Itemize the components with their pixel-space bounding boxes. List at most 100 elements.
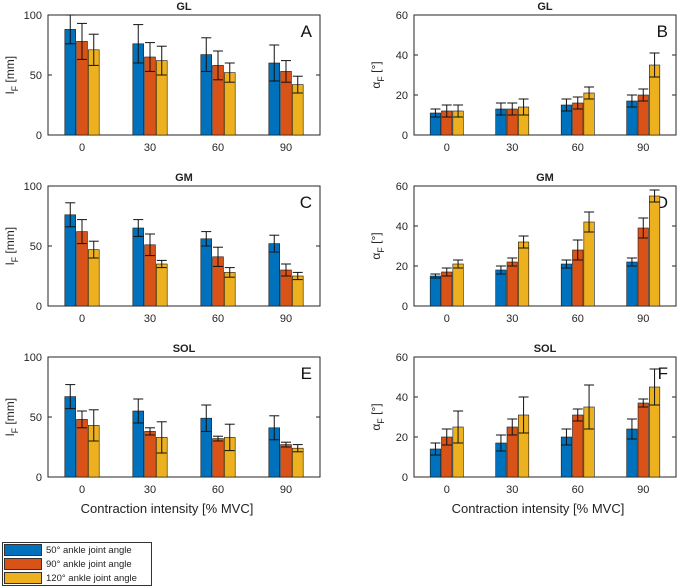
x-tick-label: 60 (572, 313, 584, 325)
chart-panel-e: 0 50 100 lF [mm] SOL E 0 30 60 90 (3, 343, 321, 496)
chart-title: GM (536, 172, 554, 184)
legend-item-120: 120° ankle joint angle (3, 571, 151, 585)
y-axis-label: αF [°] (369, 232, 386, 259)
y-tick-label: 40 (396, 221, 408, 233)
x-tick-label: 30 (506, 142, 518, 154)
y-tick-label: 20 (396, 90, 408, 102)
x-tick-label: 60 (572, 484, 584, 496)
legend-swatch-120 (4, 572, 42, 584)
panel-letter: E (301, 364, 312, 383)
y-tick-label: 100 (24, 352, 42, 364)
x-tick-label: 60 (212, 313, 224, 325)
x-tick-label: 30 (144, 313, 156, 325)
bar-120-0 (452, 263, 464, 307)
axes-box (413, 14, 677, 136)
chart-title: SOL (173, 343, 196, 355)
x-tick-label: 30 (144, 484, 156, 496)
x-tick-label: 30 (506, 313, 518, 325)
bar-50-60 (560, 263, 572, 307)
chart-title: SOL (534, 343, 557, 355)
chart-title: GM (175, 172, 193, 184)
bar-50-0 (429, 275, 441, 307)
legend-item-50: 50° ankle joint angle (3, 543, 151, 557)
y-tick-label: 50 (30, 70, 42, 82)
bar-50-30 (132, 227, 144, 307)
y-tick-label: 50 (30, 241, 42, 253)
bar-90-90 (637, 402, 649, 478)
x-tick-label: 90 (637, 313, 649, 325)
legend-item-90: 90° ankle joint angle (3, 557, 151, 571)
bar-90-90 (280, 444, 292, 478)
legend-label-50: 50° ankle joint angle (46, 544, 132, 556)
y-tick-label: 20 (396, 261, 408, 273)
legend-label-120: 120° ankle joint angle (46, 572, 137, 584)
x-tick-label: 0 (79, 313, 85, 325)
x-axis-label-right: Contraction intensity [% MVC] (452, 501, 625, 516)
y-tick-label: 40 (396, 50, 408, 62)
chart-title: GL (176, 1, 192, 13)
bar-90-30 (506, 261, 518, 307)
y-tick-label: 60 (396, 10, 408, 22)
y-axis-label: αF [°] (369, 403, 386, 430)
axes-box (413, 185, 677, 307)
y-tick-label: 20 (396, 432, 408, 444)
bar-120-30 (156, 263, 168, 307)
x-tick-label: 90 (280, 142, 292, 154)
chart-panel-b: 0 20 40 60 αF [°] GL B 0 30 60 90 (369, 1, 677, 154)
bar-50-30 (495, 269, 507, 307)
x-tick-label: 0 (444, 142, 450, 154)
y-axis-label: lF [mm] (3, 398, 20, 436)
chart-panel-c: 0 50 100 lF [mm] GM C 0 30 60 90 (3, 172, 321, 325)
x-axis-label-left: Contraction intensity [% MVC] (81, 501, 254, 516)
x-tick-label: 90 (280, 484, 292, 496)
panel-letter: F (658, 364, 668, 383)
y-axis-label: lF [mm] (3, 56, 20, 94)
bar-120-60 (583, 221, 595, 307)
y-tick-label: 0 (36, 301, 42, 313)
bar-50-90 (626, 261, 638, 307)
chart-title: GL (537, 1, 553, 13)
y-tick-label: 40 (396, 392, 408, 404)
bar-50-90 (268, 243, 280, 307)
panel-letter: C (300, 193, 312, 212)
x-tick-label: 0 (444, 484, 450, 496)
x-tick-label: 90 (637, 142, 649, 154)
y-axis-label: αF [°] (369, 61, 386, 88)
legend-swatch-50 (4, 544, 42, 556)
x-tick-label: 30 (144, 142, 156, 154)
y-tick-label: 0 (36, 130, 42, 142)
y-axis-label: lF [mm] (3, 227, 20, 265)
x-tick-label: 0 (444, 313, 450, 325)
x-tick-label: 0 (79, 484, 85, 496)
x-tick-label: 0 (79, 142, 85, 154)
legend-swatch-90 (4, 558, 42, 570)
y-tick-label: 0 (402, 130, 408, 142)
bar-120-90 (292, 447, 304, 478)
chart-panel-a: 0 50 100 lF [mm] GL A 0 30 60 90 (3, 1, 321, 154)
y-tick-label: 100 (24, 181, 42, 193)
bar-90-0 (441, 271, 453, 307)
y-tick-label: 0 (402, 301, 408, 313)
bar-50-0 (64, 29, 76, 136)
x-tick-label: 60 (212, 142, 224, 154)
x-tick-label: 60 (572, 142, 584, 154)
x-tick-label: 60 (212, 484, 224, 496)
y-tick-label: 0 (36, 472, 42, 484)
x-tick-label: 30 (506, 484, 518, 496)
y-tick-label: 0 (402, 472, 408, 484)
bar-90-30 (144, 431, 156, 478)
bar-90-60 (572, 414, 584, 478)
bar-120-90 (292, 275, 304, 307)
y-tick-label: 100 (24, 10, 42, 22)
bar-90-90 (637, 227, 649, 307)
legend-label-90: 90° ankle joint angle (46, 558, 132, 570)
panel-letter: B (657, 22, 668, 41)
bar-50-60 (200, 238, 212, 307)
x-tick-label: 90 (637, 484, 649, 496)
panel-letter: A (301, 22, 313, 41)
x-tick-label: 90 (280, 313, 292, 325)
bar-120-90 (649, 195, 661, 307)
